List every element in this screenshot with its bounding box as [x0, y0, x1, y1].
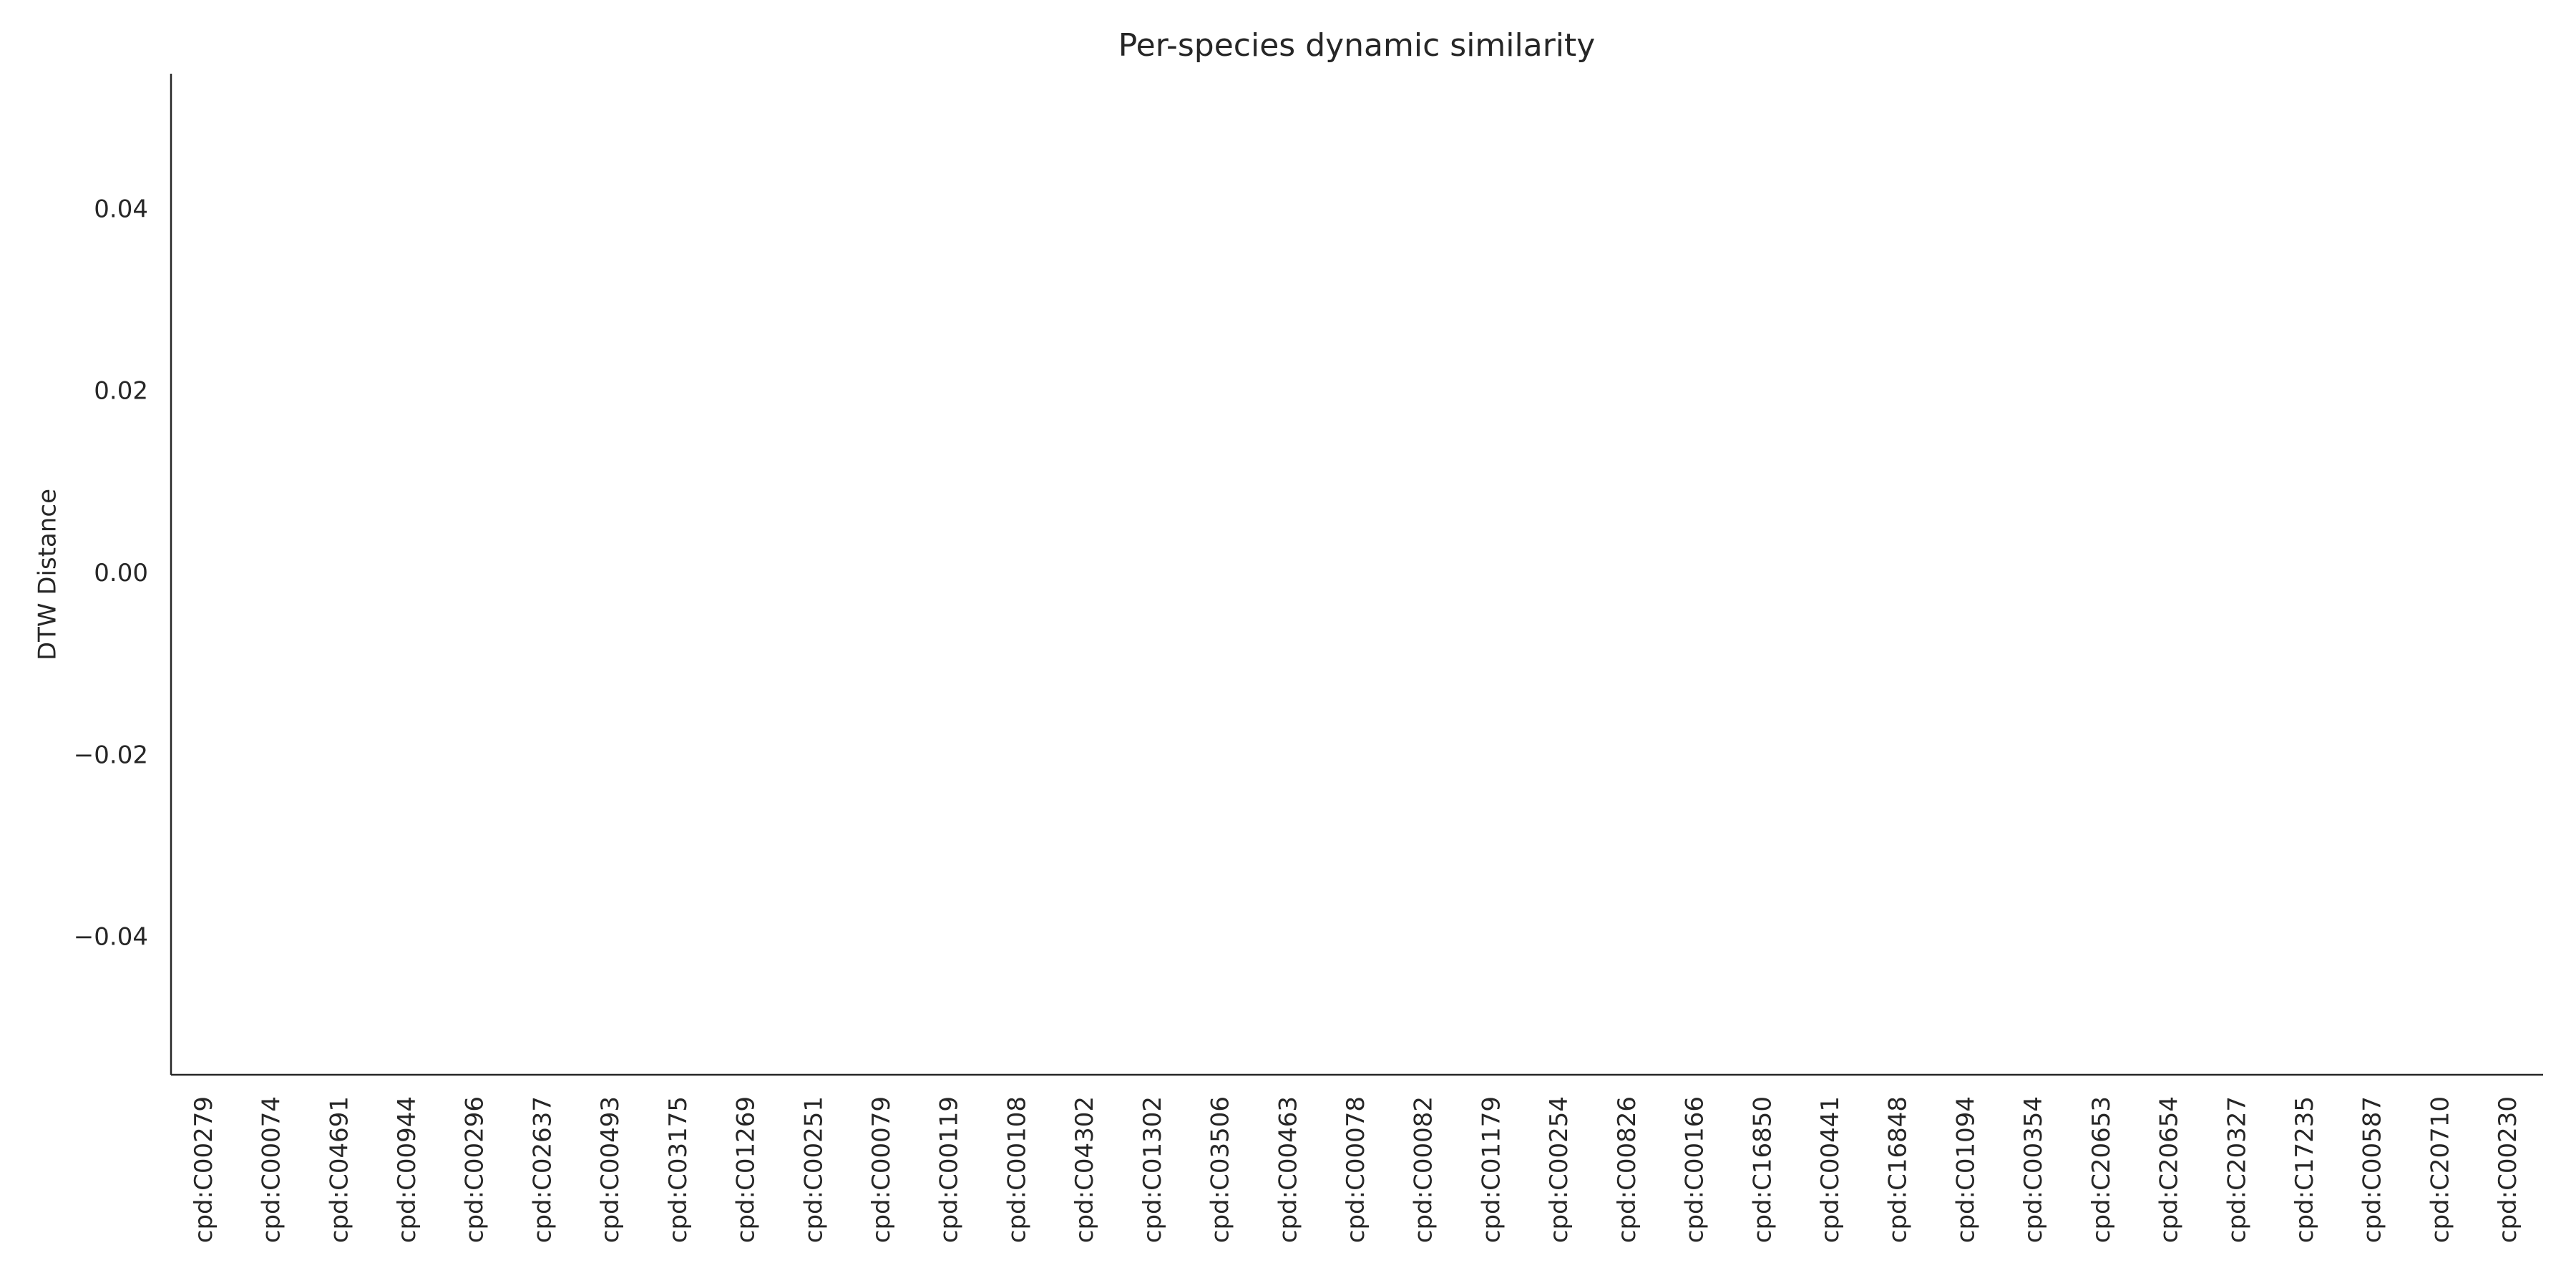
- x-tick-label: cpd:C01179: [1477, 1096, 1506, 1243]
- x-tick-label: cpd:C00078: [1342, 1096, 1370, 1243]
- x-tick-label: cpd:C00826: [1613, 1096, 1641, 1243]
- y-tick-label: 0.04: [94, 195, 148, 223]
- chart-title: Per-species dynamic similarity: [1118, 27, 1596, 64]
- x-tick-label: cpd:C00230: [2494, 1096, 2522, 1243]
- x-tick-label: cpd:C03175: [664, 1096, 693, 1243]
- x-tick-label: cpd:C00082: [1410, 1096, 1438, 1243]
- x-tick-label: cpd:C00251: [799, 1096, 828, 1243]
- x-tick-label: cpd:C00254: [1545, 1096, 1574, 1243]
- x-tick-label: cpd:C00119: [935, 1096, 964, 1243]
- x-tick-label: cpd:C17235: [2290, 1096, 2319, 1243]
- x-tick-label: cpd:C00354: [2019, 1096, 2048, 1243]
- x-tick-label: cpd:C04302: [1070, 1096, 1099, 1243]
- x-tick-label: cpd:C02637: [528, 1096, 557, 1243]
- x-tick-label: cpd:C20653: [2087, 1096, 2116, 1243]
- y-tick-label: −0.04: [74, 923, 148, 952]
- x-tick-label: cpd:C01269: [732, 1096, 761, 1243]
- x-tick-label: cpd:C00493: [596, 1096, 625, 1243]
- x-tick-label: cpd:C00079: [867, 1096, 896, 1243]
- y-tick-label: 0.00: [94, 559, 148, 587]
- x-tick-label: cpd:C20327: [2223, 1096, 2251, 1243]
- x-tick-label: cpd:C16850: [1748, 1096, 1777, 1243]
- x-tick-label: cpd:C00463: [1274, 1096, 1302, 1243]
- x-tick-label: cpd:C00587: [2358, 1096, 2387, 1243]
- x-tick-label: cpd:C00166: [1681, 1096, 1709, 1243]
- y-tick-label: −0.02: [74, 741, 148, 769]
- x-tick-label: cpd:C20710: [2426, 1096, 2454, 1243]
- x-tick-label: cpd:C04691: [325, 1096, 353, 1243]
- x-tick-label: cpd:C00441: [1816, 1096, 1845, 1243]
- x-tick-label: cpd:C00296: [461, 1096, 489, 1243]
- y-tick-label: 0.02: [94, 377, 148, 406]
- x-tick-label: cpd:C16848: [1884, 1096, 1913, 1243]
- x-tick-label: cpd:C00944: [393, 1096, 421, 1243]
- x-tick-label: cpd:C00108: [1002, 1096, 1031, 1243]
- x-tick-label: cpd:C01094: [1951, 1096, 1980, 1243]
- x-tick-label: cpd:C03506: [1206, 1096, 1235, 1243]
- x-tick-label: cpd:C20654: [2155, 1096, 2184, 1243]
- x-tick-label: cpd:C00074: [258, 1096, 286, 1243]
- y-axis-label: DTW Distance: [34, 489, 62, 660]
- x-tick-label: cpd:C00279: [190, 1096, 218, 1243]
- x-tick-label: cpd:C01302: [1138, 1096, 1167, 1243]
